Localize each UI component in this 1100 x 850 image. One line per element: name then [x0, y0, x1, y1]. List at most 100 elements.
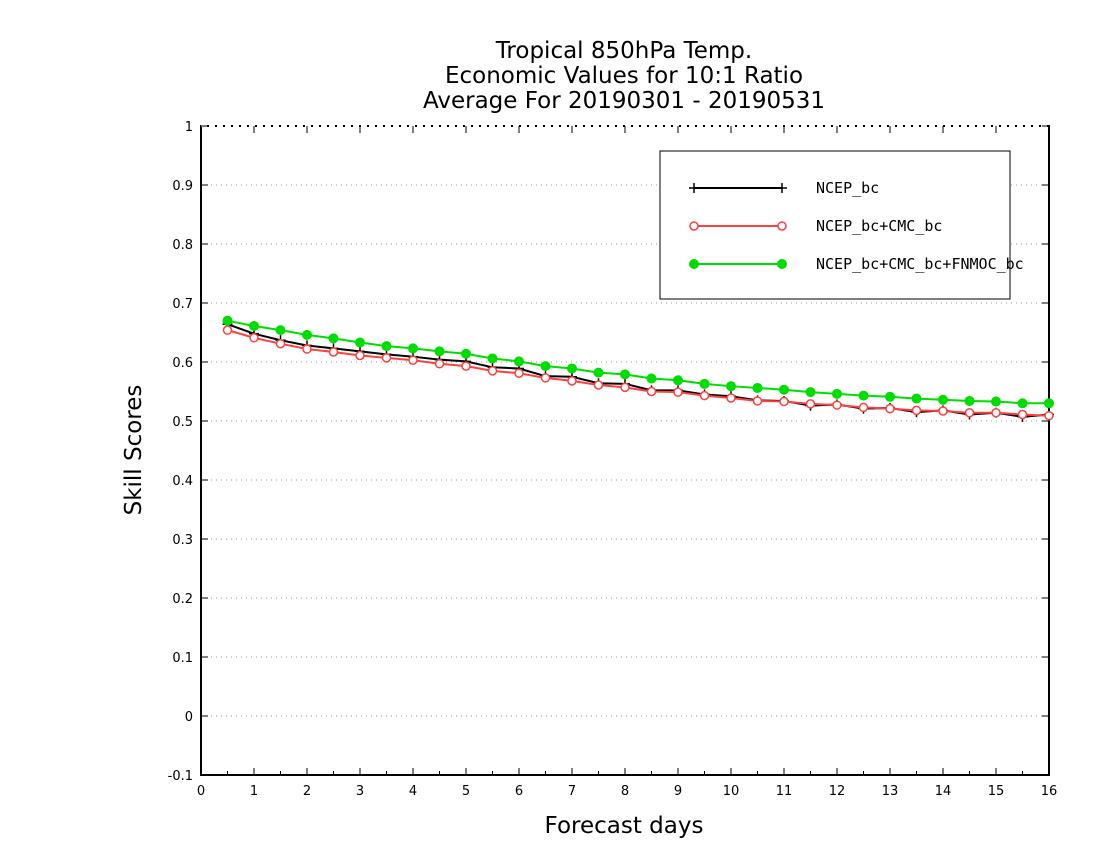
data-point — [593, 380, 604, 390]
data-point — [805, 387, 816, 398]
x-tick-label: 2 — [303, 784, 311, 799]
x-tick-label: 10 — [723, 784, 740, 799]
data-point — [964, 395, 975, 406]
data-point — [1017, 409, 1028, 420]
title-line-2: Economic Values for 10:1 Ratio — [445, 63, 803, 89]
x-tick-label: 15 — [988, 784, 1005, 799]
data-point — [779, 384, 789, 395]
data-point — [514, 356, 524, 367]
data-point — [514, 368, 524, 378]
data-point — [408, 343, 418, 354]
x-tick-label: 13 — [882, 784, 899, 799]
data-point — [991, 396, 1001, 407]
x-tick-label: 4 — [409, 784, 417, 799]
legend-label: NCEP_bc+CMC_bc — [816, 217, 942, 235]
series-1 — [222, 319, 1054, 422]
data-point — [434, 346, 445, 357]
y-tick-label: 0.7 — [172, 297, 193, 312]
data-point — [699, 390, 710, 401]
data-point — [381, 341, 392, 352]
legend-marker — [689, 183, 699, 193]
data-point — [885, 391, 895, 402]
data-point — [461, 361, 471, 371]
data-point — [991, 407, 1001, 418]
y-tick-label: 0.3 — [172, 533, 193, 548]
data-point — [302, 344, 312, 354]
x-tick-label: 16 — [1041, 784, 1058, 799]
data-point — [461, 348, 471, 359]
x-tick-label: 7 — [568, 784, 576, 799]
data-point — [567, 376, 577, 386]
chart-title: Tropical 850hPa Temp.Economic Values for… — [423, 38, 825, 114]
data-point — [1017, 398, 1028, 409]
legend: NCEP_bc NCEP_bc+CMC_bc NCEP_bc+CMC_bc+FNMO… — [659, 150, 1024, 300]
x-tick-label: 14 — [935, 784, 952, 799]
title-line-1: Tropical 850hPa Temp. — [495, 38, 752, 64]
data-point — [1044, 398, 1054, 409]
data-point — [805, 399, 816, 409]
x-tick-labels: 0 1 2 3 4 5 6 7 8 9 10 11 12 13 14 15 16 — [197, 784, 1057, 799]
legend-marker — [689, 221, 699, 231]
title-line-3: Average For 20190301 - 20190531 — [423, 88, 825, 114]
x-axis-label: Forecast days — [545, 813, 704, 839]
data-point — [249, 333, 259, 343]
data-point — [752, 382, 763, 393]
data-point — [858, 402, 869, 413]
data-point — [673, 387, 683, 397]
legend-label: NCEP_bc+CMC_bc+FNMOC_bc — [816, 255, 1024, 273]
data-point — [911, 393, 922, 404]
legend-entry: NCEP_bc+CMC_bc+FNMOC_bc — [689, 255, 1024, 273]
data-point — [567, 363, 577, 374]
data-point — [593, 367, 604, 378]
y-tick-label: 1 — [185, 120, 193, 135]
series-2 — [222, 325, 1054, 421]
data-point — [328, 333, 339, 344]
legend-marker — [777, 183, 787, 193]
data-point — [752, 396, 763, 406]
data-point — [938, 394, 948, 405]
data-point — [355, 350, 365, 361]
data-point — [408, 355, 418, 365]
data-point — [620, 369, 630, 380]
legend-label: NCEP_bc — [816, 179, 879, 197]
y-tick-label: 0.4 — [172, 474, 193, 489]
data-point — [646, 386, 657, 397]
data-point — [911, 405, 922, 416]
data-point — [779, 396, 789, 407]
x-tick-label: 0 — [197, 784, 205, 799]
x-tick-label: 1 — [250, 784, 258, 799]
data-point — [858, 390, 869, 401]
data-point — [275, 338, 286, 349]
data-point — [938, 406, 948, 416]
x-tick-label: 5 — [462, 784, 470, 799]
axes — [200, 125, 1050, 776]
data-point — [355, 337, 365, 348]
data-point — [832, 388, 842, 399]
data-point — [302, 329, 312, 340]
data-point — [1044, 410, 1054, 421]
x-tick-label: 12 — [829, 784, 846, 799]
data-point — [275, 325, 286, 336]
series-line — [227, 319, 1049, 405]
x-tick-label: 6 — [515, 784, 523, 799]
x-tick-label: 8 — [621, 784, 629, 799]
data-point — [487, 366, 498, 376]
legend-marker — [777, 221, 787, 231]
data-point — [726, 381, 736, 392]
data-point — [540, 373, 551, 383]
legend-marker — [777, 259, 787, 269]
data-point — [434, 359, 445, 369]
data-point — [249, 321, 259, 332]
y-tick-label: 0.6 — [172, 356, 193, 371]
series-line — [227, 329, 1050, 417]
data-point — [381, 353, 392, 363]
legend-marker — [689, 259, 699, 269]
x-tick-label: 9 — [674, 784, 682, 799]
data-point — [832, 400, 842, 410]
y-tick-label: 0.1 — [172, 651, 193, 666]
y-tick-labels: -0.1 0 0.1 0.2 0.3 0.4 0.5 0.6 0.7 0.8 0.9 1 — [168, 120, 193, 784]
data-point — [885, 403, 895, 414]
y-tick-label: 0.9 — [172, 179, 193, 194]
data-point — [726, 393, 736, 403]
series — [222, 315, 1054, 422]
